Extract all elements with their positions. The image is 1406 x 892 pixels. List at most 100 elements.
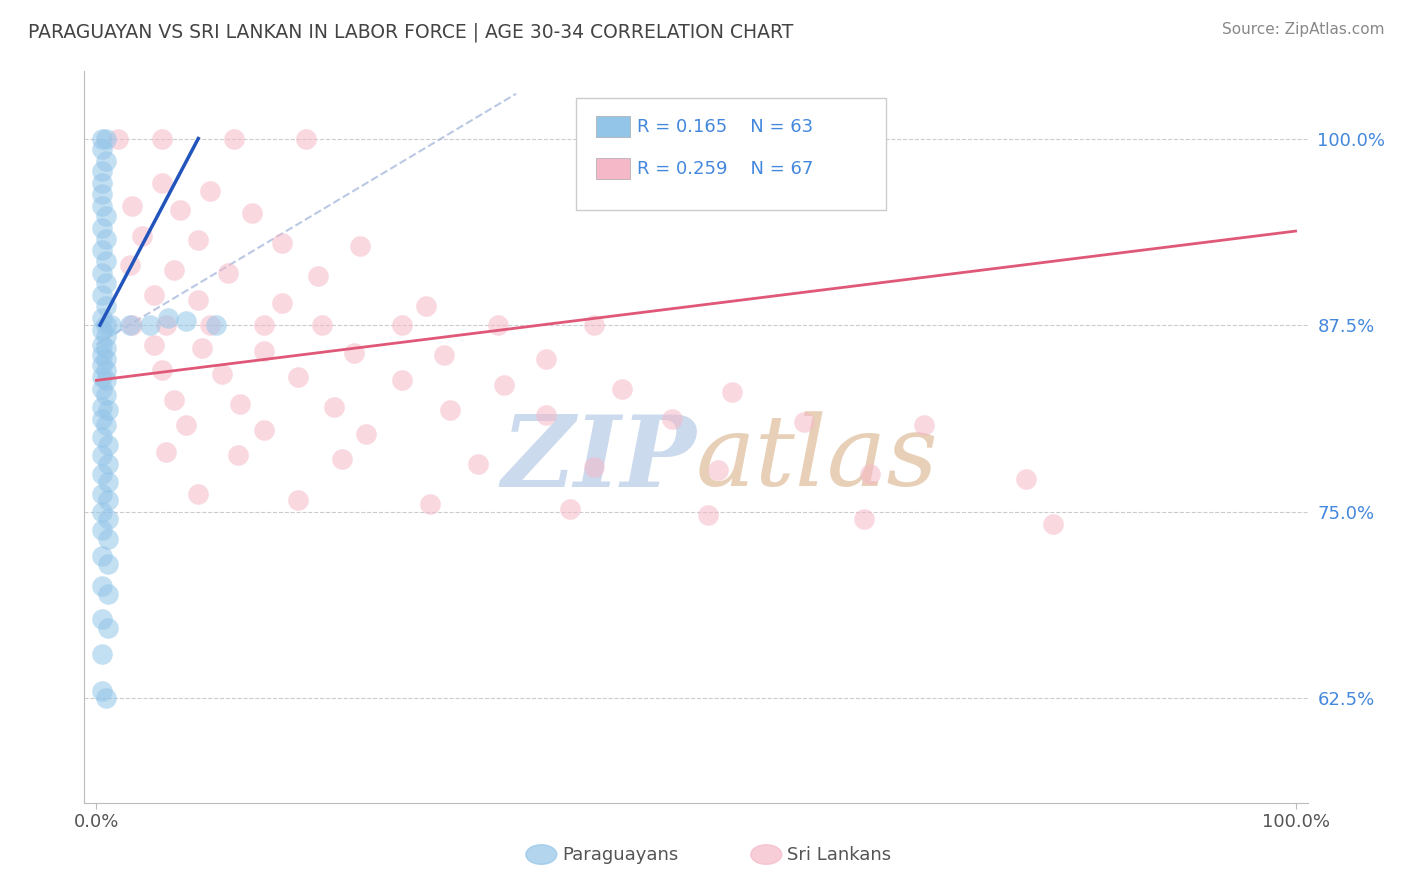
Point: [91, 523, 114, 537]
Point: [912, 418, 935, 433]
Point: [271, 235, 294, 250]
Point: [91, 647, 114, 661]
Point: [253, 343, 276, 358]
Point: [94, 209, 117, 223]
Text: Sri Lankans: Sri Lankans: [787, 846, 891, 863]
Point: [155, 318, 177, 332]
Point: [295, 131, 318, 145]
Point: [97, 403, 120, 417]
Point: [240, 206, 263, 220]
Point: [439, 403, 461, 417]
Point: [174, 313, 197, 327]
Point: [415, 299, 437, 313]
Point: [91, 412, 114, 426]
Point: [1042, 516, 1064, 531]
Point: [354, 427, 377, 442]
Point: [94, 388, 117, 402]
Point: [661, 412, 683, 426]
Point: [94, 153, 117, 168]
Point: [1015, 472, 1038, 486]
Point: [229, 397, 252, 411]
Text: ZIP: ZIP: [501, 411, 696, 508]
Point: [118, 259, 141, 273]
Point: [163, 392, 186, 407]
Point: [174, 418, 197, 433]
Point: [142, 337, 165, 351]
Point: [97, 492, 120, 507]
Point: [91, 359, 114, 373]
Point: [155, 445, 177, 459]
Point: [94, 231, 117, 245]
Point: [793, 415, 815, 429]
Point: [91, 382, 114, 396]
Point: [91, 612, 114, 626]
Point: [94, 418, 117, 433]
Point: [150, 177, 173, 191]
Point: [91, 142, 114, 156]
Point: [558, 501, 581, 516]
Point: [697, 508, 720, 522]
Point: [211, 368, 233, 382]
Point: [94, 131, 117, 145]
Point: [97, 621, 120, 635]
Point: [91, 549, 114, 564]
Point: [391, 318, 413, 332]
Point: [534, 352, 557, 367]
Point: [610, 382, 633, 396]
Point: [287, 370, 309, 384]
Point: [91, 288, 114, 302]
Point: [150, 363, 173, 377]
Point: [94, 318, 117, 332]
Point: [94, 373, 117, 387]
Point: [91, 177, 114, 191]
Point: [91, 323, 114, 337]
Point: [97, 512, 120, 526]
Text: R = 0.165    N = 63: R = 0.165 N = 63: [637, 118, 813, 136]
Point: [150, 131, 173, 145]
Point: [94, 363, 117, 377]
Point: [94, 328, 117, 343]
Point: [226, 448, 249, 462]
Point: [91, 448, 114, 462]
Point: [852, 512, 875, 526]
Point: [97, 587, 120, 601]
Point: [187, 293, 209, 307]
Point: [91, 401, 114, 415]
Point: [118, 318, 141, 332]
Point: [91, 186, 114, 201]
Point: [706, 463, 728, 477]
Point: [121, 199, 143, 213]
Point: [97, 437, 120, 451]
Point: [859, 467, 882, 482]
Point: [494, 377, 516, 392]
Point: [91, 487, 114, 501]
Text: Source: ZipAtlas.com: Source: ZipAtlas.com: [1222, 22, 1385, 37]
Point: [534, 408, 557, 422]
Point: [419, 497, 441, 511]
Point: [91, 266, 114, 280]
Point: [91, 131, 114, 145]
Point: [91, 199, 114, 213]
Point: [97, 475, 120, 489]
Point: [253, 423, 276, 437]
Point: [91, 337, 114, 351]
Point: [583, 459, 606, 474]
Point: [107, 131, 129, 145]
Point: [97, 557, 120, 571]
Point: [91, 579, 114, 593]
Point: [100, 318, 122, 332]
Point: [307, 268, 329, 283]
Point: [91, 505, 114, 519]
Point: [94, 254, 117, 268]
Text: atlas: atlas: [696, 411, 939, 507]
Point: [721, 385, 744, 400]
Point: [287, 492, 309, 507]
Point: [187, 233, 209, 247]
Point: [200, 184, 222, 198]
Point: [311, 318, 333, 332]
Point: [583, 318, 606, 332]
Point: [224, 131, 246, 145]
Point: [139, 318, 162, 332]
Point: [91, 244, 114, 258]
Point: [200, 318, 222, 332]
